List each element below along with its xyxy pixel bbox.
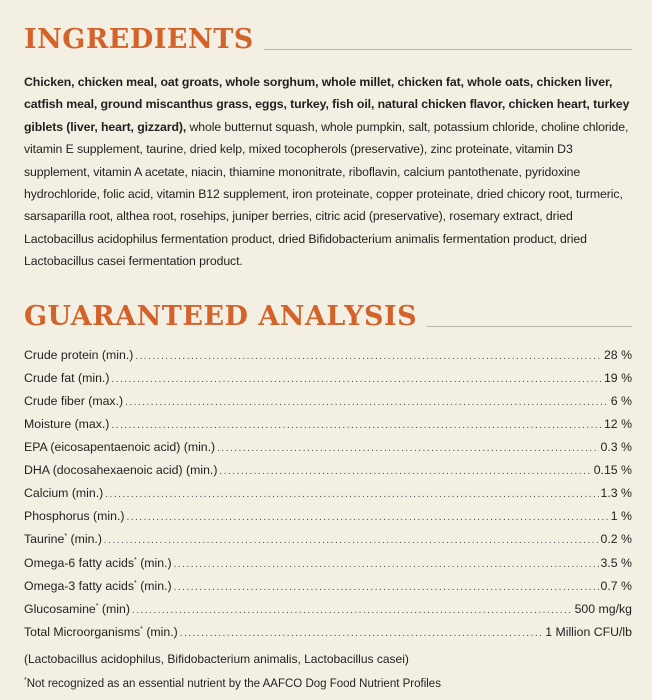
row-value: 6 %: [610, 393, 632, 408]
dot-leader: [135, 351, 602, 362]
analysis-rule: [427, 325, 632, 327]
row-label: Moisture (max.): [24, 416, 110, 431]
row-value: 0.15 %: [593, 463, 632, 478]
row-label: Crude fiber (max.): [24, 393, 124, 408]
row-label: Omega-3 fatty acids* (min.): [24, 578, 172, 593]
row-value: 19 %: [603, 370, 632, 385]
footnote-text: Not recognized as an essential nutrient …: [26, 677, 441, 690]
analysis-row-epa: EPA (eicosapentaenoic acid) (min.) 0.3 %: [24, 440, 632, 463]
analysis-row-calcium: Calcium (min.) 1.3 %: [24, 486, 632, 509]
analysis-row-total-microorganisms: Total Microorganisms* (min.) 1 Million C…: [24, 625, 632, 648]
analysis-row-omega-6: Omega-6 fatty acids* (min.) 3.5 %: [24, 556, 632, 579]
row-value: 0.2 %: [600, 532, 632, 547]
row-label: Crude protein (min.): [24, 347, 134, 362]
analysis-row-taurine: Taurine* (min.) 0.2 %: [24, 532, 632, 555]
row-label: Total Microorganisms* (min.): [24, 624, 178, 639]
row-value: 1.3 %: [600, 486, 632, 501]
row-label: Calcium (min.): [24, 486, 104, 501]
row-value: 0.7 %: [600, 578, 632, 593]
analysis-title: GUARANTEED ANALYSIS: [24, 300, 418, 332]
analysis-row-crude-protein: Crude protein (min.) 28 %: [24, 348, 632, 371]
dot-leader: [104, 535, 599, 546]
row-value: 1 %: [610, 509, 632, 524]
row-value: 1 Million CFU/lb: [545, 624, 632, 639]
analysis-row-glucosamine: Glucosamine* (min) 500 mg/kg: [24, 602, 632, 625]
dot-leader: [132, 605, 573, 616]
ingredients-regular-text: whole butternut squash, whole pumpkin, s…: [24, 119, 629, 269]
dot-leader: [219, 466, 591, 477]
row-label: Omega-6 fatty acids* (min.): [24, 555, 172, 570]
row-label: EPA (eicosapentaenoic acid) (min.): [24, 440, 216, 455]
ingredients-title: INGREDIENTS: [24, 24, 254, 55]
microorganisms-note: (Lactobacillus acidophilus, Bifidobacter…: [24, 651, 409, 666]
dot-leader: [125, 397, 609, 408]
row-value: 28 %: [603, 347, 632, 362]
analysis-row-crude-fat: Crude fat (min.) 19 %: [24, 371, 632, 394]
footnote-mark: *: [134, 579, 137, 587]
row-value: 3.5 %: [600, 555, 632, 570]
footnote-mark: *: [64, 533, 68, 541]
row-value: 12 %: [603, 416, 632, 431]
analysis-table: Crude protein (min.) 28 % Crude fat (min…: [24, 348, 632, 692]
analysis-row-omega-3: Omega-3 fatty acids* (min.) 0.7 %: [24, 579, 632, 602]
row-value: 0.3 %: [600, 440, 632, 455]
ingredients-header: INGREDIENTS: [24, 0, 632, 53]
analysis-row-dha: DHA (docosahexaenoic acid) (min.) 0.15 %: [24, 463, 632, 486]
dot-leader: [126, 512, 608, 523]
footnote-mark: *: [95, 602, 99, 610]
row-label: Glucosamine* (min): [24, 601, 130, 616]
dot-leader: [105, 489, 598, 500]
ingredients-bold-text: Chicken, chicken meal, oat groats, whole…: [24, 75, 630, 134]
dot-leader: [111, 374, 602, 385]
dot-leader: [180, 628, 543, 639]
row-label: Crude fat (min.): [24, 370, 110, 385]
dot-leader: [174, 559, 599, 570]
row-label: DHA (docosahexaenoic acid) (min.): [24, 463, 218, 478]
dot-leader: [111, 420, 602, 431]
ingredients-list: Chicken, chicken meal, oat groats, whole…: [24, 71, 632, 273]
footnote-mark: *: [24, 676, 27, 684]
dot-leader: [217, 443, 598, 454]
analysis-row-crude-fiber: Crude fiber (max.) 6 %: [24, 394, 632, 417]
analysis-row-phosphorus: Phosphorus (min.) 1 %: [24, 509, 632, 532]
analysis-header: GUARANTEED ANALYSIS: [24, 273, 632, 330]
footnote-mark: *: [140, 625, 143, 633]
row-label: Taurine* (min.): [24, 532, 102, 547]
ingredients-rule: [263, 49, 632, 50]
dot-leader: [174, 582, 599, 593]
footnote-mark: *: [134, 556, 137, 564]
analysis-row-moisture: Moisture (max.) 12 %: [24, 417, 632, 440]
row-value: 500 mg/kg: [574, 601, 632, 616]
footnote: *Not recognized as an essential nutrient…: [24, 670, 632, 692]
row-label: Phosphorus (min.): [24, 509, 125, 524]
